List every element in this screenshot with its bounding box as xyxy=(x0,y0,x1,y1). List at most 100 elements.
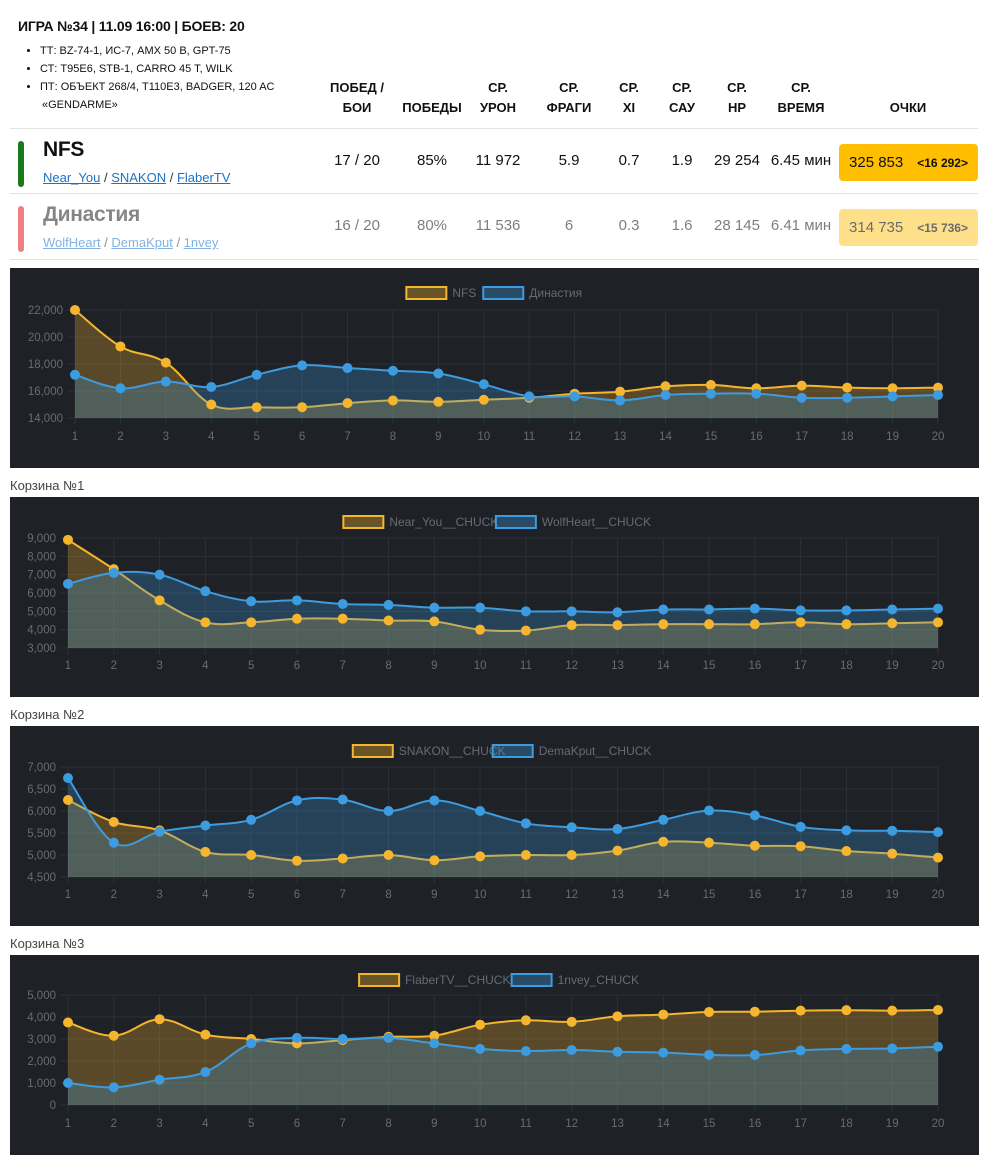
basket-label-1: Корзина №1 xyxy=(10,478,85,493)
player-link[interactable]: 1nvey xyxy=(183,235,219,250)
data-point xyxy=(520,818,531,829)
data-point xyxy=(658,1047,669,1058)
y-tick-label: 6,000 xyxy=(27,588,56,600)
col-header-line: САУ xyxy=(668,100,696,115)
data-point xyxy=(246,814,257,825)
player-link[interactable]: DemaKput xyxy=(111,235,173,250)
data-point xyxy=(841,1005,852,1016)
x-tick-label: 1 xyxy=(65,1118,71,1130)
player-link[interactable]: Near_You xyxy=(43,170,101,185)
x-tick-label: 8 xyxy=(385,660,391,672)
x-tick-label: 3 xyxy=(163,431,169,443)
col-header-frags[interactable]: СР. ФРАГИ xyxy=(536,78,602,118)
x-tick-label: 2 xyxy=(117,431,123,443)
x-tick-label: 18 xyxy=(841,431,854,443)
data-point xyxy=(383,806,394,816)
x-tick-label: 15 xyxy=(703,1118,716,1130)
x-tick-label: 5 xyxy=(248,889,254,901)
data-point xyxy=(115,383,126,394)
x-tick-label: 15 xyxy=(703,660,716,672)
data-point xyxy=(933,382,943,393)
data-point xyxy=(795,821,806,832)
x-tick-label: 18 xyxy=(840,660,853,672)
player-link[interactable]: SNAKON xyxy=(111,170,167,185)
legend-swatch xyxy=(358,973,401,987)
col-header-time[interactable]: СР. ВРЕМЯ xyxy=(766,78,836,118)
y-tick-label: 5,000 xyxy=(27,850,56,862)
col-header-wins-battles[interactable]: ПОБЕД / БОИ xyxy=(322,78,392,118)
col-header-line: СР. xyxy=(488,80,508,95)
data-point xyxy=(337,1034,348,1044)
x-tick-label: 1 xyxy=(65,660,71,672)
stat-damage: 11 972 xyxy=(475,152,521,169)
col-header-line: БОИ xyxy=(342,100,372,115)
data-point xyxy=(658,814,669,825)
x-tick-label: 7 xyxy=(340,660,346,672)
y-tick-label: 14,000 xyxy=(28,413,63,425)
data-point xyxy=(612,824,623,835)
series-area xyxy=(68,800,938,877)
data-point xyxy=(200,1067,211,1077)
data-point xyxy=(841,605,852,616)
stat-sau: 1.6 xyxy=(671,217,693,234)
team-color-bar xyxy=(18,206,24,252)
data-point xyxy=(478,394,489,405)
data-point xyxy=(612,1046,623,1057)
data-point xyxy=(841,846,852,857)
data-point xyxy=(63,1078,73,1088)
x-tick-label: 14 xyxy=(659,431,672,443)
data-point xyxy=(933,390,943,401)
data-point xyxy=(251,369,262,380)
stat-time: 6.41 мин xyxy=(770,217,832,234)
y-tick-label: 20,000 xyxy=(28,332,63,344)
data-point xyxy=(749,1050,760,1061)
data-point xyxy=(291,595,302,606)
x-tick-label: 20 xyxy=(932,431,945,443)
series-area xyxy=(68,1010,938,1105)
data-point xyxy=(569,391,580,402)
data-point xyxy=(795,841,806,852)
data-point xyxy=(63,773,73,783)
stat-xi: 0.7 xyxy=(618,152,640,169)
data-point xyxy=(704,837,715,848)
data-point xyxy=(795,605,806,616)
data-point xyxy=(337,613,348,624)
legend-label: Династия xyxy=(529,286,582,300)
col-header-xi[interactable]: СР. XI xyxy=(604,78,654,118)
data-point xyxy=(297,360,308,371)
player-link[interactable]: FlaberTV xyxy=(176,170,231,185)
col-header-wins[interactable]: ПОБЕДЫ xyxy=(402,100,462,115)
col-header-hp[interactable]: СР. HP xyxy=(712,78,762,118)
x-tick-label: 7 xyxy=(340,1118,346,1130)
data-point xyxy=(520,1046,531,1057)
x-tick-label: 9 xyxy=(435,431,441,443)
team-row-nfs: NFS Near_You / SNAKON / FlaberTV 17 / 20… xyxy=(10,130,978,194)
player-link[interactable]: WolfHeart xyxy=(43,235,101,250)
x-tick-label: 12 xyxy=(568,431,581,443)
x-tick-label: 20 xyxy=(932,1118,945,1130)
data-point xyxy=(566,620,577,631)
x-tick-label: 9 xyxy=(431,660,437,672)
data-point xyxy=(108,567,119,578)
x-tick-label: 8 xyxy=(385,889,391,901)
data-point xyxy=(705,379,716,390)
series-area xyxy=(68,539,938,648)
col-header-damage[interactable]: СР. УРОН xyxy=(466,78,530,118)
col-header-points[interactable]: ОЧКИ xyxy=(889,100,927,115)
data-point xyxy=(63,534,73,545)
x-tick-label: 5 xyxy=(253,431,259,443)
col-header-line: СР. xyxy=(727,80,747,95)
y-tick-label: 7,000 xyxy=(27,570,56,582)
points-box: 314 735 <15 736> xyxy=(839,209,978,246)
player-separator: / xyxy=(166,170,177,185)
data-point xyxy=(246,596,257,607)
series-area xyxy=(68,778,938,877)
game-header: ИГРА №34 | 11.09 16:00 | БОЕВ: 20 ТТ: BZ… xyxy=(0,0,986,128)
data-point xyxy=(63,578,73,589)
data-point xyxy=(795,617,806,628)
col-header-sau[interactable]: СР. САУ xyxy=(657,78,707,118)
data-point xyxy=(475,624,486,635)
data-point xyxy=(749,840,760,851)
y-tick-label: 16,000 xyxy=(28,386,63,398)
